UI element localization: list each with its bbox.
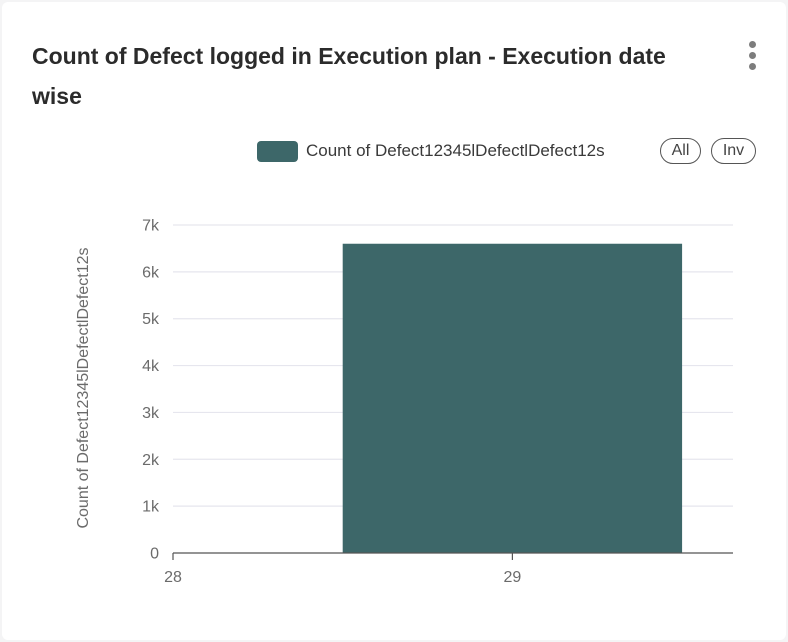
chart-title: Count of Defect logged in Execution plan… [32,43,666,109]
y-tick-label: 6k [142,264,160,281]
y-tick-label: 7k [142,218,160,235]
more-options-button[interactable] [740,38,766,72]
x-tick-label: 29 [503,569,521,586]
bar [342,243,683,553]
y-tick-label: 3k [142,405,160,422]
legend-select-all-button[interactable]: All [660,138,701,164]
y-tick-label: 5k [142,311,160,328]
y-tick-label: 1k [142,499,160,516]
y-tick-label: 0 [150,546,159,563]
legend-label: Count of Defect12345lDefectlDefect12s [306,141,605,160]
more-vertical-icon [749,41,756,48]
y-tick-label: 2k [142,452,160,469]
x-tick-label: 28 [164,569,182,586]
axes: 0 1k 2k 3k 4k 5k 6k 7k 28 29 [142,218,733,586]
legend-swatch [257,141,298,162]
legend-invert-button[interactable]: Inv [711,138,756,164]
more-vertical-icon-dot [749,63,756,70]
more-vertical-icon-dot [749,52,756,59]
y-tick-label: 4k [142,358,160,375]
y-axis-title: Count of Defect12345lDefectlDefect12s [75,247,92,528]
bars [342,243,683,553]
